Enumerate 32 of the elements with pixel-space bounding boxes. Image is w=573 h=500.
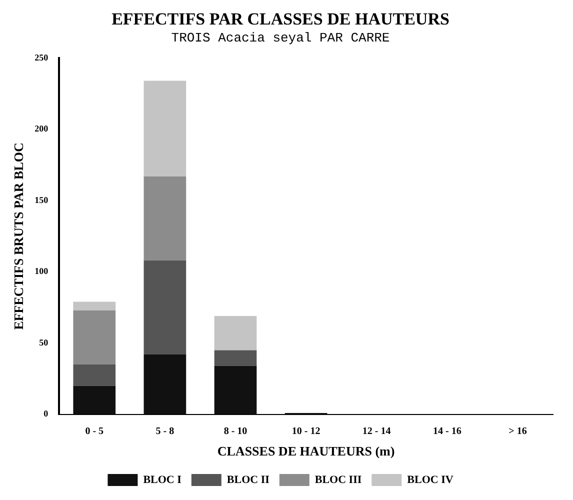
x-tick-label: 10 - 12 <box>292 426 320 437</box>
chart-title: EFFECTIFS PAR CLASSES DE HAUTEURS <box>112 10 450 29</box>
bar <box>73 302 116 310</box>
bar <box>214 350 257 366</box>
bar <box>144 354 186 414</box>
bar <box>214 316 257 350</box>
x-tick-label: > 16 <box>508 426 527 437</box>
legend-label: BLOC III <box>314 474 362 486</box>
y-tick-label: 0 <box>44 408 49 419</box>
x-tick-label: 8 - 10 <box>224 426 248 437</box>
x-tick-label: 14 - 16 <box>432 426 462 437</box>
legend-label: BLOC I <box>143 474 182 486</box>
x-tick-label: 0 - 5 <box>85 426 104 437</box>
y-tick-label: 200 <box>34 124 49 134</box>
chart-subtitle: TROIS Acacia seyal PAR CARRE <box>171 30 390 46</box>
bar <box>214 366 257 414</box>
legend-label: BLOC IV <box>407 474 454 486</box>
x-tick-label: 12 - 14 <box>362 426 391 437</box>
bar <box>144 176 186 260</box>
y-tick-label: 100 <box>34 266 49 276</box>
bar <box>144 80 186 176</box>
bar <box>73 364 116 386</box>
y-tick-label: 50 <box>39 337 49 348</box>
x-tick-label: 5 - 8 <box>156 426 174 437</box>
bar <box>73 386 116 414</box>
y-tick-label: 250 <box>34 52 49 62</box>
legend-label: BLOC II <box>226 474 270 486</box>
x-axis-title: CLASSES DE HAUTEURS (m) <box>217 444 395 459</box>
bar <box>73 310 116 365</box>
y-axis-title: EFFECTIFS BRUTS PAR BLOC <box>11 142 26 330</box>
bar <box>144 260 186 355</box>
y-tick-label: 150 <box>34 194 49 205</box>
